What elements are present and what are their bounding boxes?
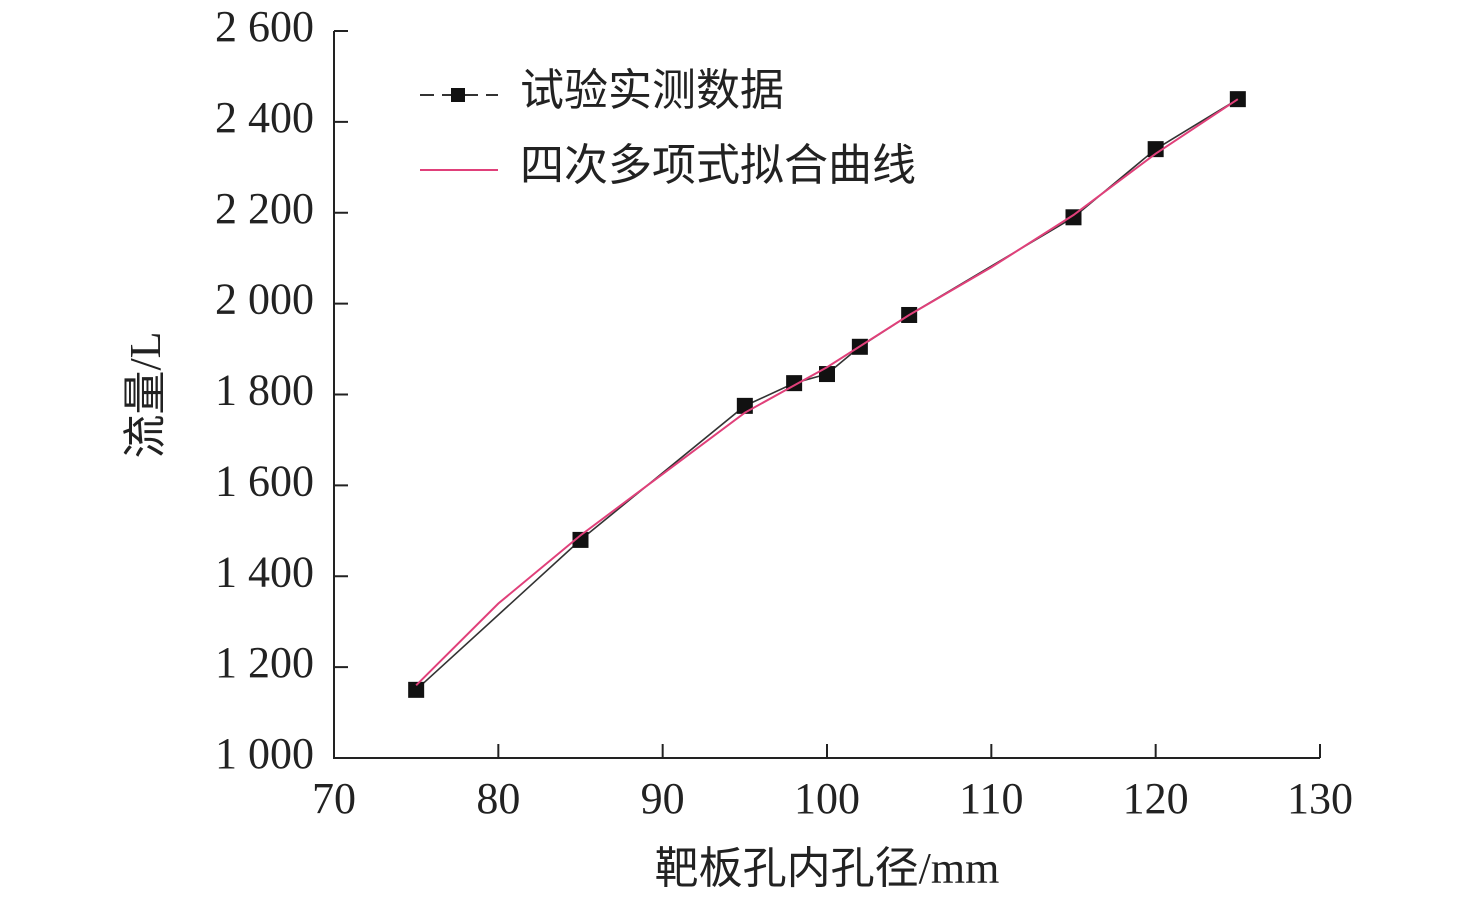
data-point bbox=[572, 531, 589, 548]
legend-marker bbox=[451, 88, 465, 102]
x-tick-label: 100 bbox=[794, 774, 860, 823]
data-point bbox=[1147, 141, 1164, 158]
x-axis-title: 靶板孔内孔径/mm bbox=[655, 844, 1000, 893]
y-tick-label: 1 400 bbox=[215, 547, 314, 596]
y-tick-label: 1 600 bbox=[215, 456, 314, 505]
data-point bbox=[819, 366, 835, 383]
y-tick-label: 2 200 bbox=[215, 184, 314, 233]
x-tick-label: 120 bbox=[1123, 774, 1189, 823]
x-tick-label: 70 bbox=[312, 774, 356, 823]
y-tick-label: 1 000 bbox=[215, 729, 314, 778]
y-tick-label: 1 200 bbox=[215, 638, 314, 687]
y-tick-label: 2 000 bbox=[215, 275, 314, 324]
x-tick-label: 90 bbox=[641, 774, 685, 823]
data-point bbox=[408, 681, 425, 698]
y-tick-label: 2 600 bbox=[215, 2, 314, 51]
data-point bbox=[1065, 209, 1082, 226]
legend-label: 四次多项式拟合曲线 bbox=[520, 141, 916, 190]
x-tick-label: 110 bbox=[959, 774, 1023, 823]
series-line bbox=[415, 98, 1239, 687]
legend-label: 试验实测数据 bbox=[520, 66, 784, 115]
y-tick-label: 1 800 bbox=[215, 366, 314, 415]
x-tick-label: 80 bbox=[476, 774, 520, 823]
y-axis-title: 流量/L bbox=[121, 331, 170, 458]
data-point bbox=[736, 397, 753, 414]
y-tick-label: 2 400 bbox=[215, 93, 314, 142]
x-tick-label: 130 bbox=[1287, 774, 1353, 823]
